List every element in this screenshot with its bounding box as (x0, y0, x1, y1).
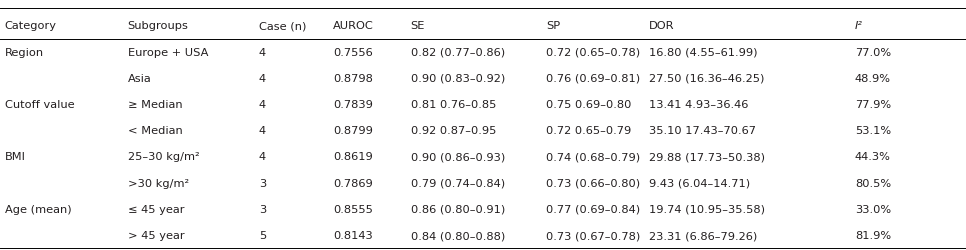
Text: 0.8143: 0.8143 (333, 231, 373, 241)
Text: 0.76 (0.69–0.81): 0.76 (0.69–0.81) (546, 74, 639, 84)
Text: 0.73 (0.67–0.78): 0.73 (0.67–0.78) (546, 231, 640, 241)
Text: < Median: < Median (128, 126, 183, 136)
Text: 0.82 (0.77–0.86): 0.82 (0.77–0.86) (411, 48, 504, 58)
Text: 9.43 (6.04–14.71): 9.43 (6.04–14.71) (649, 179, 751, 189)
Text: Asia: Asia (128, 74, 152, 84)
Text: 0.75 0.69–0.80: 0.75 0.69–0.80 (546, 100, 631, 110)
Text: Category: Category (5, 21, 57, 31)
Text: 3: 3 (259, 205, 267, 215)
Text: 0.8555: 0.8555 (333, 205, 373, 215)
Text: Cutoff value: Cutoff value (5, 100, 74, 110)
Text: Case (n): Case (n) (259, 21, 306, 31)
Text: 44.3%: 44.3% (855, 152, 891, 162)
Text: 0.77 (0.69–0.84): 0.77 (0.69–0.84) (546, 205, 639, 215)
Text: 53.1%: 53.1% (855, 126, 891, 136)
Text: 0.7869: 0.7869 (333, 179, 373, 189)
Text: 48.9%: 48.9% (855, 74, 891, 84)
Text: 77.0%: 77.0% (855, 48, 891, 58)
Text: 0.8619: 0.8619 (333, 152, 373, 162)
Text: 3: 3 (259, 179, 267, 189)
Text: 13.41 4.93–36.46: 13.41 4.93–36.46 (649, 100, 749, 110)
Text: 0.73 (0.66–0.80): 0.73 (0.66–0.80) (546, 179, 639, 189)
Text: Age (mean): Age (mean) (5, 205, 71, 215)
Text: 35.10 17.43–70.67: 35.10 17.43–70.67 (649, 126, 756, 136)
Text: >30 kg/m²: >30 kg/m² (128, 179, 188, 189)
Text: 4: 4 (259, 100, 266, 110)
Text: 0.84 (0.80–0.88): 0.84 (0.80–0.88) (411, 231, 505, 241)
Text: 0.90 (0.86–0.93): 0.90 (0.86–0.93) (411, 152, 505, 162)
Text: 0.7556: 0.7556 (333, 48, 373, 58)
Text: SP: SP (546, 21, 560, 31)
Text: AUROC: AUROC (333, 21, 374, 31)
Text: 0.72 0.65–0.79: 0.72 0.65–0.79 (546, 126, 631, 136)
Text: Europe + USA: Europe + USA (128, 48, 208, 58)
Text: BMI: BMI (5, 152, 26, 162)
Text: 0.86 (0.80–0.91): 0.86 (0.80–0.91) (411, 205, 505, 215)
Text: 0.79 (0.74–0.84): 0.79 (0.74–0.84) (411, 179, 504, 189)
Text: 0.72 (0.65–0.78): 0.72 (0.65–0.78) (546, 48, 639, 58)
Text: 0.74 (0.68–0.79): 0.74 (0.68–0.79) (546, 152, 639, 162)
Text: 29.88 (17.73–50.38): 29.88 (17.73–50.38) (649, 152, 765, 162)
Text: 23.31 (6.86–79.26): 23.31 (6.86–79.26) (649, 231, 757, 241)
Text: 4: 4 (259, 152, 266, 162)
Text: 25–30 kg/m²: 25–30 kg/m² (128, 152, 199, 162)
Text: ≥ Median: ≥ Median (128, 100, 183, 110)
Text: 0.8798: 0.8798 (333, 74, 373, 84)
Text: ≤ 45 year: ≤ 45 year (128, 205, 184, 215)
Text: 0.81 0.76–0.85: 0.81 0.76–0.85 (411, 100, 496, 110)
Text: 33.0%: 33.0% (855, 205, 891, 215)
Text: 77.9%: 77.9% (855, 100, 891, 110)
Text: 27.50 (16.36–46.25): 27.50 (16.36–46.25) (649, 74, 764, 84)
Text: 4: 4 (259, 74, 266, 84)
Text: SE: SE (411, 21, 425, 31)
Text: 0.8799: 0.8799 (333, 126, 373, 136)
Text: 4: 4 (259, 126, 266, 136)
Text: 80.5%: 80.5% (855, 179, 891, 189)
Text: 16.80 (4.55–61.99): 16.80 (4.55–61.99) (649, 48, 757, 58)
Text: > 45 year: > 45 year (128, 231, 185, 241)
Text: 81.9%: 81.9% (855, 231, 891, 241)
Text: I²: I² (855, 21, 863, 31)
Text: 4: 4 (259, 48, 266, 58)
Text: 0.92 0.87–0.95: 0.92 0.87–0.95 (411, 126, 496, 136)
Text: DOR: DOR (649, 21, 674, 31)
Text: 0.7839: 0.7839 (333, 100, 373, 110)
Text: 19.74 (10.95–35.58): 19.74 (10.95–35.58) (649, 205, 765, 215)
Text: 0.90 (0.83–0.92): 0.90 (0.83–0.92) (411, 74, 505, 84)
Text: Region: Region (5, 48, 44, 58)
Text: Subgroups: Subgroups (128, 21, 188, 31)
Text: 5: 5 (259, 231, 267, 241)
